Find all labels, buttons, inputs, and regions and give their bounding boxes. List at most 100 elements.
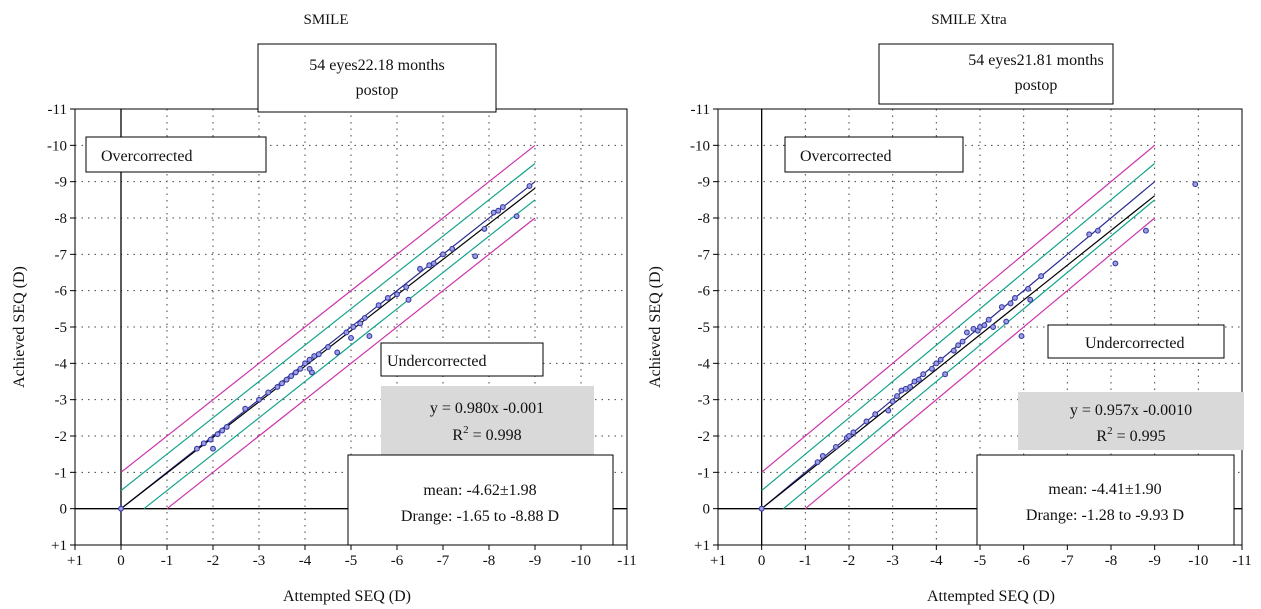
y-tick-label: -6 [698, 284, 711, 300]
x-axis-label: Attempted SEQ (D) [927, 588, 1055, 605]
overcorrected-box [85, 136, 267, 173]
y-tick-label: 0 [703, 502, 711, 518]
data-point [357, 320, 364, 327]
info-box [257, 43, 497, 113]
y-tick-label: -10 [690, 138, 710, 154]
data-point [210, 445, 216, 452]
data-point [279, 380, 285, 387]
x-tick-label: 0 [117, 553, 125, 569]
data-point [990, 324, 997, 330]
undercorrected-label: Undercorrected [1085, 335, 1185, 352]
x-tick-label: -5 [345, 553, 358, 569]
y-tick-label: -4 [55, 356, 68, 372]
data-point [1192, 181, 1199, 188]
data-point [1018, 333, 1025, 340]
data-point [885, 407, 892, 414]
x-tick-label: -9 [1148, 553, 1161, 569]
data-point [223, 423, 230, 430]
stats-mean: mean: -4.41±1.90 [1048, 481, 1161, 498]
x-tick-label: -8 [483, 553, 496, 569]
y-tick-label: -7 [698, 247, 711, 263]
data-point [274, 384, 281, 390]
data-point [292, 369, 299, 376]
data-point [985, 316, 992, 323]
data-point [513, 213, 520, 220]
x-tick-label: -6 [391, 553, 404, 569]
data-point [334, 349, 341, 356]
data-point [499, 204, 506, 211]
data-point [118, 505, 124, 512]
data-point [288, 373, 295, 379]
x-tick-label: -3 [886, 553, 899, 569]
info-box-line-1: 54 eyes21.81 months [968, 52, 1104, 69]
data-point [1025, 285, 1031, 292]
y-tick-label: -3 [698, 393, 711, 409]
chart-panel-smile: +1 +1 0 0 -1 -1 -2 -2 -3 -3 -4 -4 -5 -5 -6 -6 -7 -7 -8 -8 -9… [11, 12, 637, 605]
y-tick-label: +1 [51, 538, 67, 554]
band-line-plus-05D [120, 163, 536, 491]
data-point [814, 459, 821, 466]
y-tick-label: -11 [691, 102, 710, 118]
info-box-line-2: postop [356, 82, 399, 99]
data-point [219, 427, 226, 434]
data-point [325, 344, 331, 350]
y-tick-label: -1 [55, 465, 68, 481]
stats-range: Drange: -1.28 to -9.93 D [1026, 507, 1184, 524]
data-point [1011, 294, 1018, 301]
data-point [405, 296, 412, 303]
data-point [403, 284, 410, 290]
data-point [200, 440, 207, 447]
data-point [207, 436, 214, 443]
data-point [889, 398, 896, 405]
data-point [366, 333, 373, 340]
data-point [942, 371, 949, 378]
data-point [920, 371, 927, 378]
data-point [348, 334, 354, 341]
data-point [1112, 260, 1119, 267]
info-box-line-1: 54 eyes22.18 months [309, 57, 445, 74]
x-tick-label: -6 [1017, 553, 1030, 569]
y-tick-label: -2 [55, 429, 68, 445]
data-point [306, 356, 313, 363]
stats-mean: mean: -4.62±1.98 [423, 482, 536, 499]
stats-box [347, 454, 614, 546]
data-point [526, 183, 533, 189]
data-point [907, 384, 914, 390]
data-point [440, 251, 446, 258]
data-point [894, 393, 900, 399]
chart-svg-smile: +1+1 0 0 -1 -1 -2 -2 -3 -3 -4 -4 -5 -5 -6 -6 -7 -7 -8 -8 -9… [11, 12, 637, 605]
undercorrected-box [1047, 324, 1225, 359]
x-tick-label: -10 [571, 553, 591, 569]
x-tick-label: -11 [1232, 553, 1251, 569]
x-tick-label: +1 [67, 553, 83, 569]
x-axis-label: Attempted SEQ (D) [283, 588, 411, 605]
y-tick-label: -2 [698, 429, 711, 445]
data-point [933, 360, 940, 367]
y-tick-label: -3 [55, 393, 68, 409]
y-axis-label: Achieved SEQ (D) [647, 266, 664, 388]
x-tick-label: -3 [253, 553, 266, 569]
data-point [998, 304, 1005, 310]
band-line-plus-1D [761, 144, 1156, 473]
overcorrected-box [784, 136, 964, 173]
y-tick-label: -1 [698, 465, 711, 481]
band-line-plus-1D [120, 144, 536, 473]
y-tick-label: -7 [55, 247, 68, 263]
data-point [832, 443, 839, 450]
x-tick-label: -10 [1188, 553, 1208, 569]
data-point [959, 338, 966, 345]
band-line-plus-05D [761, 163, 1156, 491]
data-point [758, 505, 765, 512]
x-tick-label: -4 [930, 553, 943, 569]
chart-title: SMILE [304, 12, 349, 28]
data-point [472, 253, 479, 260]
data-point [863, 418, 870, 425]
band-line-minus-1D [804, 217, 1156, 510]
info-box-line-2: postop [1015, 77, 1058, 94]
data-point [297, 365, 304, 372]
data-point [850, 429, 857, 436]
y-tick-label: 0 [60, 502, 68, 518]
data-point [846, 433, 852, 439]
data-point [265, 389, 272, 396]
data-point [937, 356, 944, 363]
